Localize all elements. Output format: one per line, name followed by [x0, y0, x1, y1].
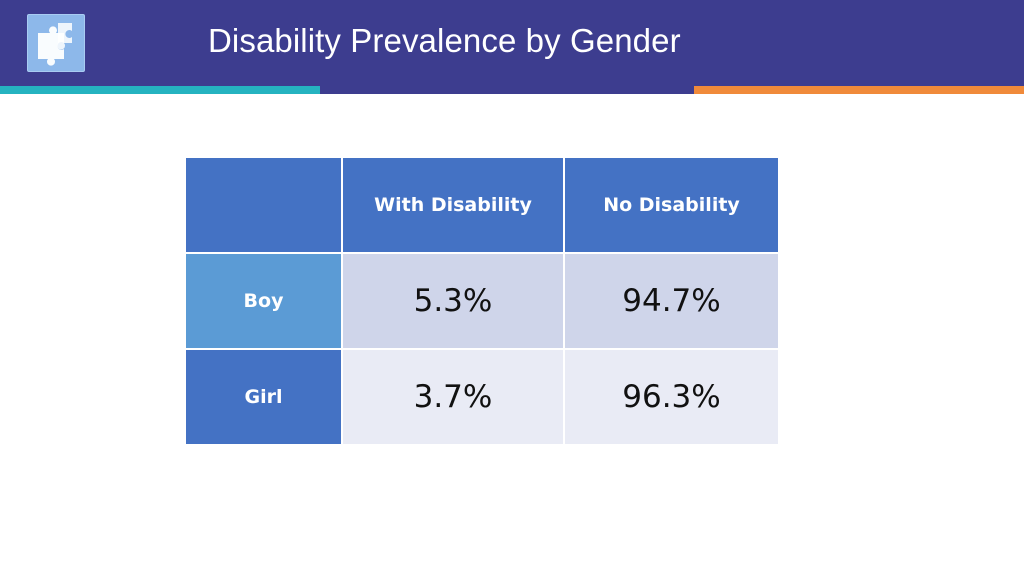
- accent-stripe-orange: [694, 86, 1024, 94]
- cell-boy-no-disability: 94.7%: [563, 252, 780, 350]
- table-corner-cell: [184, 156, 343, 254]
- column-header-no-disability: No Disability: [563, 156, 780, 254]
- table-header-row: With Disability No Disability: [184, 156, 780, 254]
- accent-stripe-navy: [320, 86, 694, 94]
- accent-stripe-teal: [0, 86, 320, 94]
- cell-girl-with-disability: 3.7%: [341, 348, 565, 446]
- table-row: Girl 3.7% 96.3%: [184, 348, 780, 446]
- row-label-girl: Girl: [184, 348, 343, 446]
- cell-boy-with-disability: 5.3%: [341, 252, 565, 350]
- prevalence-table: With Disability No Disability Boy 5.3% 9…: [184, 156, 780, 446]
- table-row: Boy 5.3% 94.7%: [184, 252, 780, 350]
- puzzle-pieces-icon: [27, 14, 85, 72]
- header-bar: [0, 0, 1024, 88]
- cell-girl-no-disability: 96.3%: [563, 348, 780, 446]
- row-label-boy: Boy: [184, 252, 343, 350]
- page-title: Disability Prevalence by Gender: [208, 22, 681, 59]
- column-header-with-disability: With Disability: [341, 156, 565, 254]
